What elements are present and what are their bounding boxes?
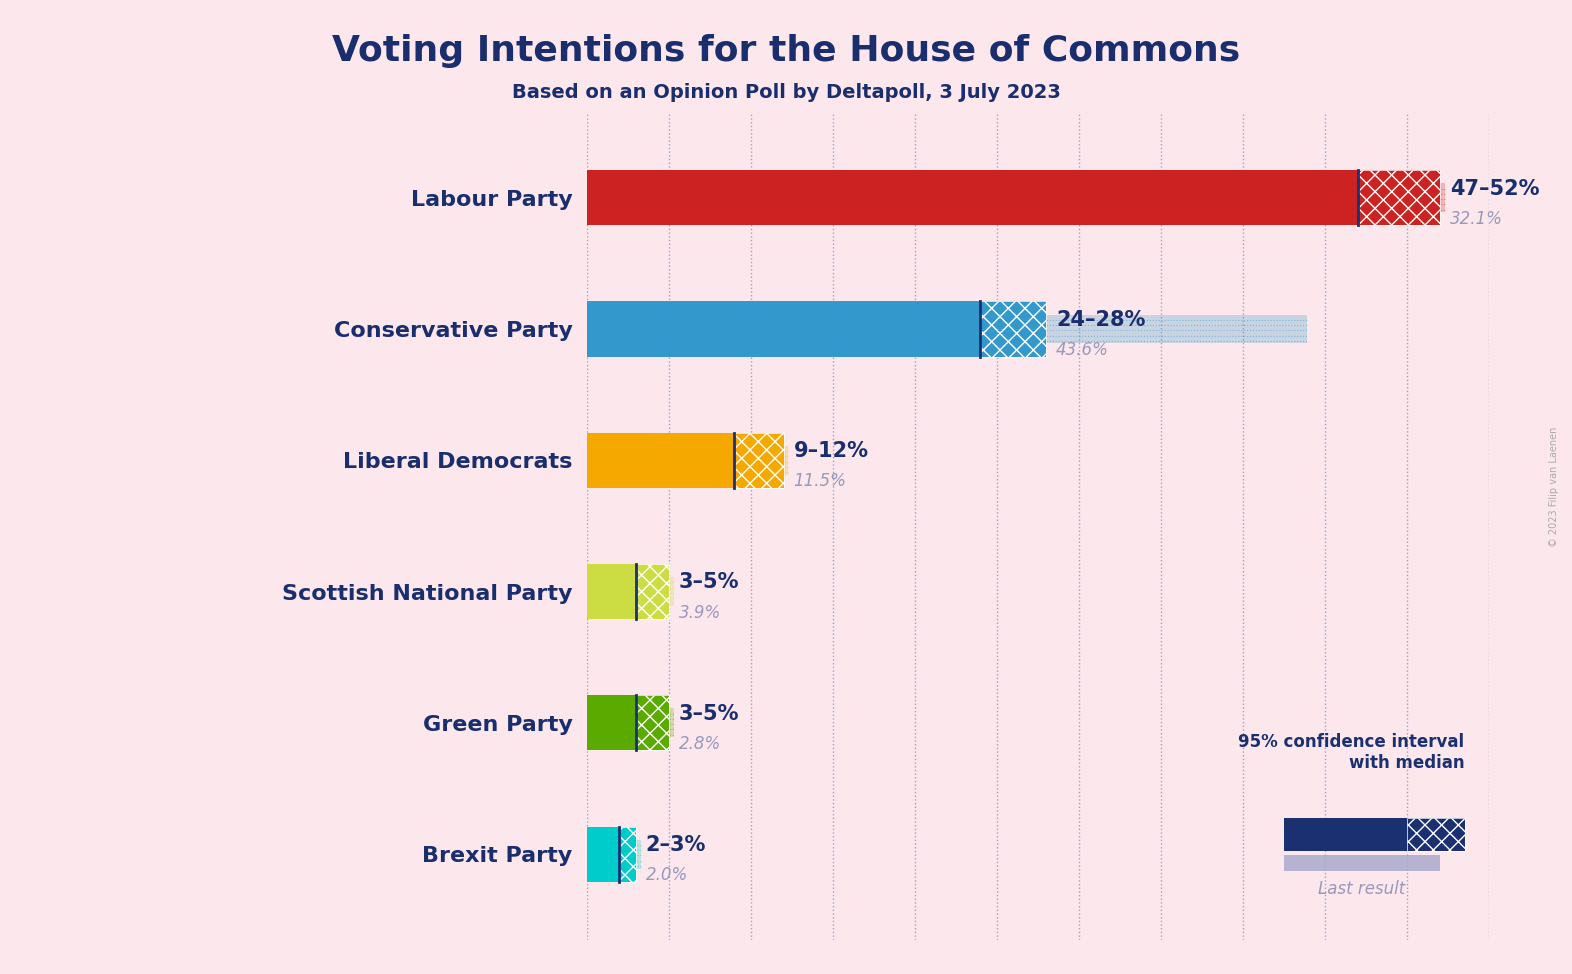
Bar xyxy=(586,170,1358,225)
Bar xyxy=(734,432,783,488)
Text: 2–3%: 2–3% xyxy=(646,835,706,855)
Text: © 2023 Filip van Laenen: © 2023 Filip van Laenen xyxy=(1550,427,1559,547)
Bar xyxy=(635,564,668,619)
Text: 11.5%: 11.5% xyxy=(794,472,846,490)
Text: 2.8%: 2.8% xyxy=(679,735,722,753)
Bar xyxy=(1358,170,1440,225)
Bar xyxy=(586,827,619,881)
Bar xyxy=(586,302,981,356)
Text: Last result: Last result xyxy=(1319,880,1405,898)
Text: 47–52%: 47–52% xyxy=(1449,178,1539,199)
Bar xyxy=(981,302,1045,356)
Bar xyxy=(1407,818,1465,851)
Bar xyxy=(586,840,641,869)
Text: 3–5%: 3–5% xyxy=(679,703,739,724)
Bar xyxy=(586,446,789,474)
Bar xyxy=(586,315,1306,344)
Bar xyxy=(981,302,1045,356)
Bar xyxy=(586,432,734,488)
Bar xyxy=(1284,818,1407,851)
Bar xyxy=(619,827,635,881)
Text: 3.9%: 3.9% xyxy=(679,604,722,621)
Text: 24–28%: 24–28% xyxy=(1056,310,1146,330)
Text: 9–12%: 9–12% xyxy=(794,441,868,461)
Bar xyxy=(635,564,668,619)
Bar xyxy=(1284,855,1440,871)
Bar xyxy=(586,578,674,606)
Text: 3–5%: 3–5% xyxy=(679,573,739,592)
Text: Voting Intentions for the House of Commons: Voting Intentions for the House of Commo… xyxy=(332,34,1240,68)
Bar xyxy=(1407,818,1465,851)
Bar xyxy=(586,695,635,750)
Bar xyxy=(734,432,783,488)
Text: 2.0%: 2.0% xyxy=(646,866,689,884)
Text: Based on an Opinion Poll by Deltapoll, 3 July 2023: Based on an Opinion Poll by Deltapoll, 3… xyxy=(511,83,1061,102)
Bar xyxy=(586,564,635,619)
Text: 32.1%: 32.1% xyxy=(1449,209,1503,228)
Text: 95% confidence interval
with median: 95% confidence interval with median xyxy=(1239,733,1465,772)
Bar xyxy=(1358,170,1440,225)
Bar xyxy=(635,695,668,750)
Bar xyxy=(586,708,674,737)
Bar xyxy=(619,827,635,881)
Bar xyxy=(635,695,668,750)
Text: 43.6%: 43.6% xyxy=(1056,341,1108,359)
Bar xyxy=(586,183,1445,212)
